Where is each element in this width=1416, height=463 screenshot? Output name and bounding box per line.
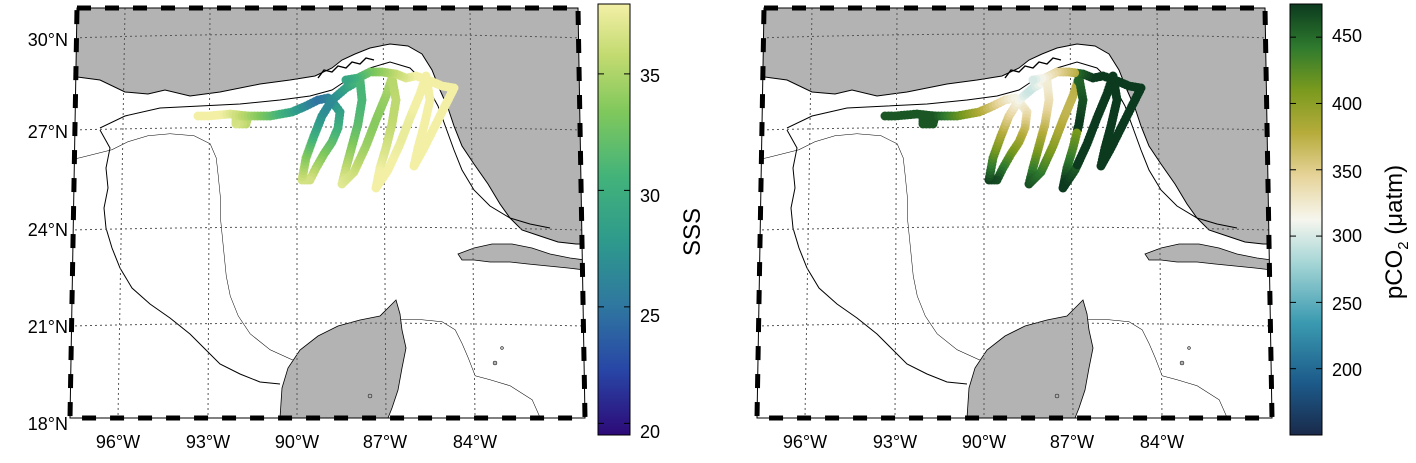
right-map-border [756, 7, 1273, 419]
lat-label-30n: 30°N [28, 30, 68, 50]
sss-colorbar: 35 30 25 20 SSS [597, 3, 706, 442]
right-lon-label-87w: 87°W [1050, 432, 1094, 452]
right-lon-label-96w: 96°W [783, 432, 827, 452]
lon-label-87w: 87°W [363, 432, 407, 452]
pco2-point [1028, 75, 1038, 85]
lon-label-90w: 90°W [275, 432, 319, 452]
sss-tick-30: 30 [640, 186, 660, 206]
sss-tick-35: 35 [640, 66, 660, 86]
pco2-label-main: pCO [1381, 250, 1408, 299]
pco2-colorbar-label: pCO2 (μatm) [1381, 165, 1412, 299]
right-lon-label-90w: 90°W [962, 432, 1006, 452]
lat-label-24n: 24°N [28, 220, 68, 240]
right-lon-label-84w: 84°W [1140, 432, 1184, 452]
pco2-colorbar-ramp [1289, 3, 1323, 436]
left-map-border [69, 7, 586, 419]
pco2-label-unit: (μatm) [1381, 165, 1408, 242]
pco2-tick-400: 400 [1332, 94, 1362, 114]
pco2-track [880, 67, 1146, 193]
pco2-tick-200: 200 [1332, 360, 1362, 380]
lon-label-93w: 93°W [186, 432, 230, 452]
pco2-tick-350: 350 [1332, 162, 1362, 182]
sss-tick-20: 20 [640, 422, 660, 442]
lon-label-84w: 84°W [453, 432, 497, 452]
pco2-tick-450: 450 [1332, 26, 1362, 46]
right-map-base [757, 8, 1272, 418]
left-map [67, 5, 588, 421]
sss-colorbar-ramp [597, 3, 631, 436]
lon-label-96w: 96°W [96, 432, 140, 452]
sss-tick-25: 25 [640, 306, 660, 326]
pco2-label-sub: 2 [1395, 241, 1412, 249]
left-map-base [70, 8, 585, 418]
lat-label-18n: 18°N [28, 414, 68, 434]
lat-label-21n: 21°N [28, 317, 68, 337]
pco2-colorbar: 450 400 350 300 250 200 pCO2 (μatm) [1289, 3, 1412, 436]
sss-colorbar-label: SSS [679, 208, 706, 256]
right-lon-label-93w: 93°W [873, 432, 917, 452]
sss-point [341, 75, 351, 85]
lat-label-27n: 27°N [28, 122, 68, 142]
pco2-tick-300: 300 [1332, 226, 1362, 246]
pco2-tick-250: 250 [1332, 294, 1362, 314]
right-map [754, 5, 1275, 421]
sss-track [193, 67, 459, 193]
